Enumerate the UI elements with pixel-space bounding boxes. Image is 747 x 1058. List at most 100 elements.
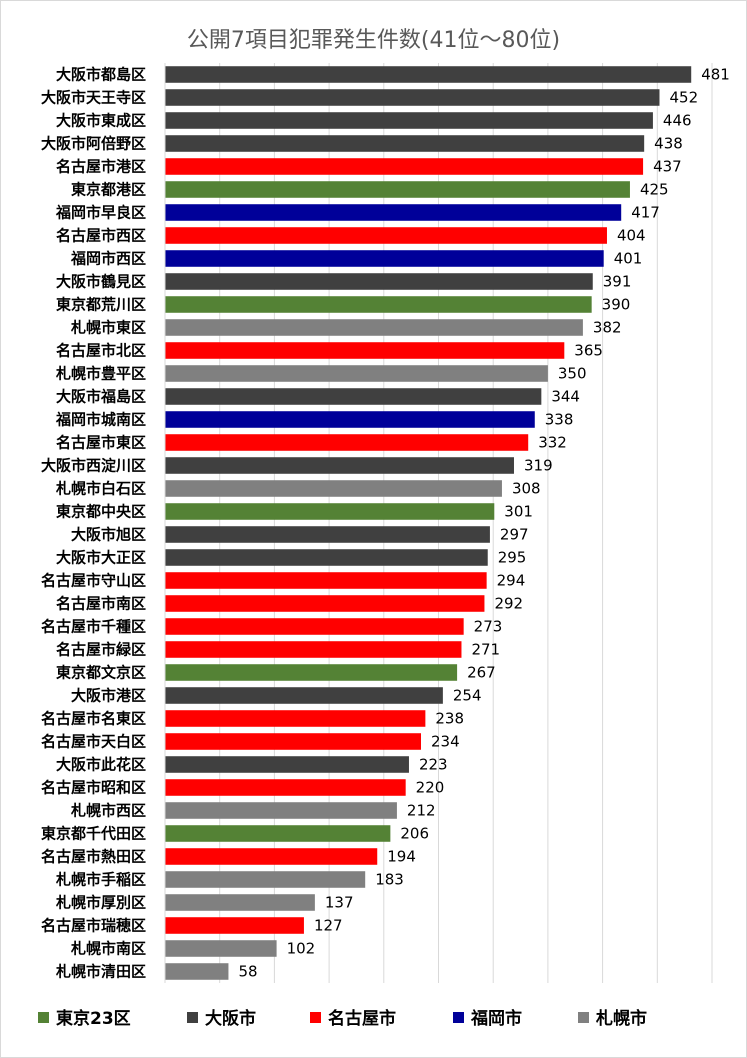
value-label: 446 (663, 112, 692, 130)
bar (165, 66, 692, 83)
bar (165, 365, 548, 382)
bar (165, 273, 593, 290)
value-label: 267 (467, 664, 496, 682)
value-label: 234 (431, 733, 460, 751)
category-label: 大阪市阿倍野区 (41, 135, 146, 153)
category-label: 大阪市鶴見区 (56, 273, 146, 291)
category-label: 大阪市西淀川区 (41, 457, 146, 475)
bar (165, 756, 409, 773)
legend-label: 名古屋市 (328, 1008, 396, 1029)
category-label: 札幌市手稲区 (55, 871, 146, 889)
value-label: 238 (435, 710, 464, 728)
value-label: 338 (545, 411, 574, 429)
category-label: 東京都港区 (71, 181, 146, 199)
bar (165, 871, 366, 888)
value-label: 194 (387, 848, 416, 866)
bar (165, 802, 397, 819)
legend-label: 札幌市 (595, 1008, 647, 1029)
bar (165, 227, 607, 244)
bar (165, 779, 406, 796)
value-label: 295 (498, 549, 527, 567)
category-label: 大阪市都島区 (56, 66, 146, 84)
value-label: 401 (614, 250, 643, 268)
bar (165, 342, 565, 359)
bar (165, 526, 490, 543)
category-label: 名古屋市天白区 (41, 733, 146, 751)
legend-label: 大阪市 (205, 1008, 256, 1029)
chart-title: 公開7項目犯罪発生件数(41位～80位) (186, 28, 561, 53)
legend-swatch (578, 1012, 589, 1023)
value-label: 273 (474, 618, 503, 636)
bar (165, 572, 487, 589)
value-label: 319 (524, 457, 553, 475)
category-label: 東京都文京区 (56, 664, 146, 682)
bar (165, 89, 660, 106)
category-label: 東京都荒川区 (56, 296, 146, 314)
value-label: 437 (653, 158, 682, 176)
bar (165, 181, 630, 198)
category-label: 札幌市清田区 (55, 963, 146, 981)
bar (165, 503, 495, 520)
bar (165, 618, 464, 635)
bar (165, 296, 592, 313)
value-label: 308 (512, 480, 541, 498)
legend-label: 東京23区 (56, 1008, 131, 1029)
bar (165, 687, 443, 704)
value-label: 220 (416, 779, 445, 797)
category-label: 名古屋市北区 (56, 342, 146, 360)
value-label: 390 (602, 296, 631, 314)
value-label: 425 (640, 181, 669, 199)
bar (165, 480, 502, 497)
value-label: 254 (453, 687, 482, 705)
bar (165, 940, 277, 957)
category-label: 名古屋市港区 (56, 158, 146, 176)
legend-swatch (310, 1012, 321, 1023)
category-label: 名古屋市熱田区 (41, 848, 146, 866)
legend-swatch (187, 1012, 198, 1023)
value-label: 183 (375, 871, 404, 889)
category-label: 名古屋市東区 (56, 434, 146, 452)
bar (165, 158, 644, 175)
category-label: 大阪市東成区 (56, 112, 146, 130)
bar (165, 894, 315, 911)
bar (165, 457, 514, 474)
category-label: 名古屋市南区 (56, 595, 146, 613)
category-label: 名古屋市守山区 (41, 572, 146, 590)
category-label: 札幌市白石区 (55, 480, 146, 498)
category-label: 札幌市豊平区 (55, 365, 146, 383)
category-label: 札幌市西区 (70, 802, 146, 820)
bar (165, 319, 583, 336)
category-label: 東京都千代田区 (41, 825, 146, 843)
legend-swatch (38, 1012, 49, 1023)
category-label: 大阪市此花区 (56, 756, 146, 774)
value-label: 137 (325, 894, 354, 912)
value-label: 206 (400, 825, 429, 843)
value-label: 365 (574, 342, 603, 360)
bar (165, 388, 542, 405)
value-label: 382 (593, 319, 622, 337)
category-label: 名古屋市西区 (56, 227, 146, 245)
category-label: 福岡市城南区 (55, 411, 146, 429)
bar (165, 710, 426, 727)
category-label: 名古屋市昭和区 (41, 779, 146, 797)
value-label: 350 (558, 365, 587, 383)
bar (165, 917, 304, 934)
category-label: 札幌市厚別区 (55, 894, 146, 912)
bar (165, 595, 485, 612)
value-label: 58 (238, 963, 257, 981)
value-label: 102 (287, 940, 316, 958)
category-label: 福岡市西区 (70, 250, 146, 268)
category-label: 大阪市港区 (71, 687, 146, 705)
category-label: 大阪市福島区 (56, 388, 146, 406)
category-label: 名古屋市千種区 (41, 618, 146, 636)
value-label: 391 (603, 273, 632, 291)
category-label: 札幌市東区 (70, 319, 146, 337)
bar (165, 825, 391, 842)
value-label: 301 (504, 503, 533, 521)
legend-label: 福岡市 (470, 1008, 522, 1029)
value-label: 297 (500, 526, 529, 544)
value-label: 223 (419, 756, 448, 774)
bar (165, 641, 462, 658)
value-label: 417 (631, 204, 660, 222)
